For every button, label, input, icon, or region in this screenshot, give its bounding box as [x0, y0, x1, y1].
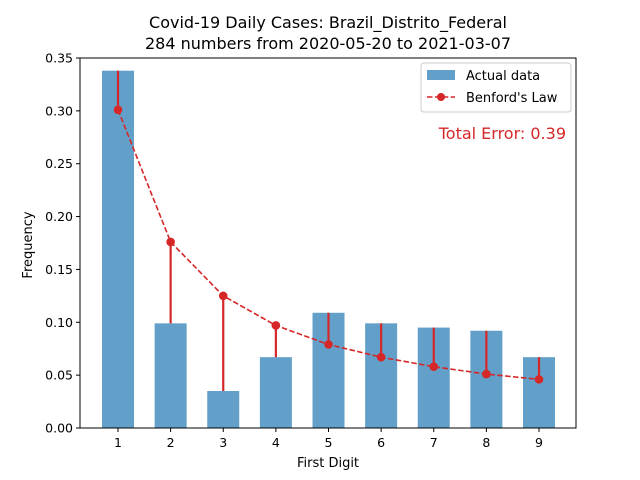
- x-tick-label: 5: [325, 435, 333, 450]
- y-tick-label: 0.15: [45, 262, 73, 277]
- benford-point-digit-7: [429, 362, 439, 371]
- legend-label-benford: Benford's Law: [466, 91, 558, 106]
- x-tick-label: 2: [167, 435, 175, 450]
- x-tick-label: 3: [219, 435, 227, 450]
- benford-point-digit-4: [271, 321, 281, 330]
- plot-area: 0.00 0.05 0.10 0.15 0.20 0.25 0.30 0.35 1 2 3 4 5 6 7 8…: [45, 51, 577, 450]
- y-tick-label: 0.25: [45, 156, 73, 171]
- x-tick-label: 4: [272, 435, 280, 450]
- legend-frame: [420, 62, 572, 113]
- chart-title-line1: Covid-19 Daily Cases: Brazil_Distrito_Fe…: [149, 13, 507, 33]
- x-axis-label: First Digit: [297, 456, 359, 471]
- x-tick-label: 1: [114, 435, 122, 450]
- bar-digit-1: [102, 70, 134, 428]
- legend-marker-benford: [437, 93, 445, 101]
- y-tick-label: 0.20: [45, 209, 73, 224]
- benford-point-digit-3: [218, 291, 228, 301]
- total-error-annotation: Total Error: 0.39: [438, 124, 566, 143]
- legend-label-actual: Actual data: [466, 69, 540, 84]
- x-tick-label: 8: [482, 435, 490, 450]
- y-tick-label: 0.00: [45, 421, 73, 436]
- bar-digit-3: [207, 391, 240, 428]
- legend: Actual data Benford's Law: [420, 62, 572, 113]
- benford-point-digit-8: [482, 369, 491, 379]
- y-tick-label: 0.35: [45, 51, 73, 66]
- y-tick-label: 0.30: [45, 103, 73, 118]
- benford-point-digit-6: [376, 352, 386, 362]
- benford-point-digit-1: [113, 105, 123, 115]
- bar-digit-4: [259, 357, 292, 428]
- y-axis-label: Frequency: [21, 211, 36, 278]
- bar-digit-2: [154, 323, 187, 428]
- x-tick-label: 7: [430, 435, 438, 450]
- benford-point-digit-9: [534, 375, 544, 384]
- y-tick-label: 0.05: [45, 368, 73, 383]
- x-tick-label: 9: [535, 435, 543, 450]
- y-tick-label: 0.10: [45, 315, 73, 330]
- benford-point-digit-5: [324, 340, 333, 349]
- benford-point-digit-2: [166, 237, 175, 247]
- chart-title-line2: 284 numbers from 2020-05-20 to 2021-03-0…: [145, 34, 511, 53]
- legend-swatch-actual: [427, 70, 455, 80]
- x-tick-label: 6: [377, 435, 385, 450]
